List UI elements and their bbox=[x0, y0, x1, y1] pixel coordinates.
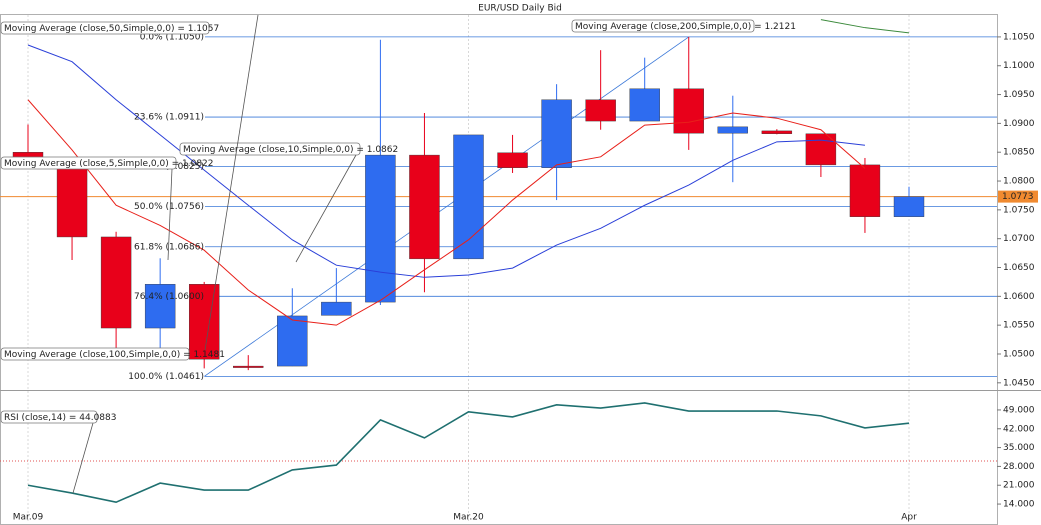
y-tick-label: 1.0600 bbox=[1003, 292, 1035, 302]
label-box bbox=[0, 410, 98, 424]
fib-label: 76.4% (1.0600) bbox=[134, 292, 204, 302]
label-box bbox=[571, 19, 755, 33]
label-box bbox=[0, 156, 177, 170]
indicator-label: RSI (close,14) = 44.0883 bbox=[4, 413, 116, 423]
x-tick-label: Mar.20 bbox=[453, 513, 484, 523]
candle-body bbox=[56, 167, 88, 238]
candle-body bbox=[277, 315, 308, 367]
candle-body bbox=[188, 284, 220, 360]
candle-body bbox=[497, 152, 528, 168]
y-tick-label: 1.0700 bbox=[1003, 234, 1035, 244]
label-box bbox=[179, 142, 361, 156]
y-tick-label: 1.0900 bbox=[1003, 119, 1035, 129]
y-tick-label: 35.000 bbox=[1003, 443, 1035, 453]
last-price-box bbox=[998, 190, 1038, 203]
y-tick-label: 49.000 bbox=[1003, 405, 1035, 415]
y-tick-label: 14.000 bbox=[1003, 500, 1035, 510]
fib-label: 61.8% (1.0686) bbox=[134, 242, 204, 252]
candle-body bbox=[893, 196, 925, 217]
y-tick-label: 1.0950 bbox=[1003, 90, 1035, 100]
y-tick-label: 1.0750 bbox=[1003, 205, 1035, 215]
x-tick-label: Mar.09 bbox=[13, 513, 44, 523]
fib-label: 0.0% (1.1050) bbox=[140, 32, 204, 42]
x-tick-label: Apr bbox=[901, 513, 917, 523]
label-connector bbox=[167, 168, 173, 261]
candle-body bbox=[541, 99, 572, 168]
y-tick-label: 1.0800 bbox=[1003, 177, 1035, 187]
y-tick-label: 1.1050 bbox=[1003, 32, 1035, 42]
candle-body bbox=[453, 134, 484, 260]
label-connector bbox=[204, 14, 259, 351]
y-tick-label: 1.1000 bbox=[1003, 61, 1035, 71]
candle-body bbox=[849, 164, 881, 217]
y-tick-label: 28.000 bbox=[1003, 462, 1035, 472]
rsi-line bbox=[27, 402, 910, 504]
fib-label: 50.0% (1.0756) bbox=[134, 202, 204, 212]
y-tick-label: 1.0650 bbox=[1003, 263, 1035, 273]
last-price-label: 1.0773 bbox=[1002, 192, 1034, 202]
candle-body bbox=[629, 88, 660, 122]
y-tick-label: 1.0550 bbox=[1003, 321, 1035, 331]
candle-body bbox=[144, 284, 176, 329]
y-tick-label: 42.000 bbox=[1003, 424, 1035, 434]
candle-body bbox=[100, 236, 132, 329]
label-connector bbox=[295, 154, 357, 263]
candle-body bbox=[673, 88, 704, 134]
label-box bbox=[0, 21, 210, 35]
indicator-label: Moving Average (close,10,Simple,0,0) = 1… bbox=[183, 145, 398, 155]
y-tick-label: 1.0500 bbox=[1003, 349, 1035, 359]
candle-body bbox=[409, 154, 440, 260]
y-tick-label: 21.000 bbox=[1003, 481, 1035, 491]
indicator-label: Moving Average (close,50,Simple,0,0) = 1… bbox=[4, 24, 219, 34]
moving-average-line bbox=[27, 44, 866, 278]
label-box bbox=[0, 347, 190, 361]
indicator-label: Moving Average (close,5,Simple,0,0) = 1.… bbox=[4, 159, 214, 169]
candle-body bbox=[365, 154, 396, 303]
plot-frame bbox=[0, 14, 998, 525]
candle-body bbox=[717, 126, 748, 134]
y-tick-label: 1.0450 bbox=[1003, 378, 1035, 388]
y-tick-label: 1.0850 bbox=[1003, 148, 1035, 158]
candle-body bbox=[233, 365, 264, 368]
indicator-label: Moving Average (close,200,Simple,0,0) = … bbox=[575, 22, 796, 32]
chart-title: EUR/USD Daily Bid bbox=[478, 4, 562, 14]
candle-body bbox=[585, 99, 616, 122]
label-connector bbox=[72, 422, 94, 494]
indicator-label: Moving Average (close,100,Simple,0,0) = … bbox=[4, 350, 225, 360]
fib-label: 100.0% (1.0461) bbox=[128, 372, 204, 382]
candle-body bbox=[321, 301, 352, 316]
fib-label: 23.6% (1.0911) bbox=[134, 113, 204, 123]
moving-average-line bbox=[27, 99, 866, 326]
candle-body bbox=[761, 130, 793, 134]
moving-average-line bbox=[820, 19, 910, 34]
